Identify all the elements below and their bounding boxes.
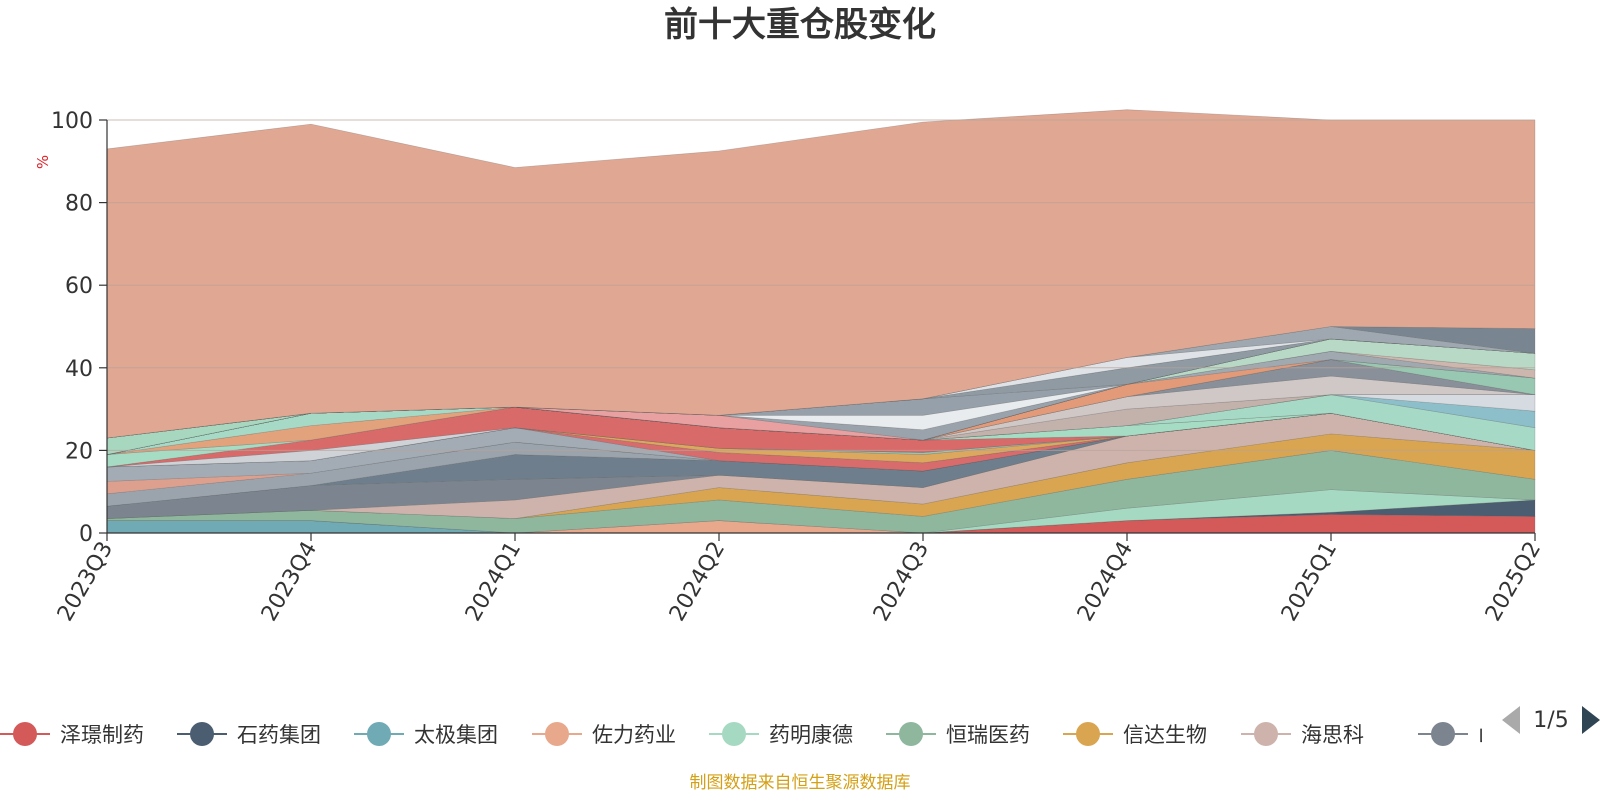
legend: 泽璟制药 石药集团 太极集团 佐力药业 药明康德 恒瑞医药 信达生物 海思科 山东药玻 [0, 722, 1562, 747]
legend-item-0[interactable]: 泽璟制药 [0, 722, 144, 747]
y-tick-label-5: 100 [51, 109, 93, 134]
grid-lines [107, 119, 1535, 451]
legend-marker-2 [367, 722, 391, 746]
y-tick-label-2: 40 [65, 357, 93, 382]
x-tick-label-3: 2024Q2 [665, 538, 730, 626]
legend-item-4[interactable]: 药明康德 [709, 722, 853, 747]
x-tick-label-6: 2025Q1 [1277, 538, 1342, 626]
legend-label-8: 山东药玻 [1478, 723, 1562, 747]
x-tick-label-2: 2024Q1 [461, 538, 526, 626]
y-tick-label-3: 60 [65, 274, 93, 299]
legend-page-indicator: 1/5 [1533, 708, 1568, 733]
y-tick-label-4: 80 [65, 192, 93, 217]
legend-next-page-icon[interactable] [1582, 706, 1600, 734]
legend-label-2: 太极集团 [414, 723, 498, 747]
y-axis-unit: % [34, 155, 52, 169]
plot-area [106, 109, 1536, 534]
area-series-5 [106, 450, 1536, 534]
x-tick-label-1: 2023Q4 [257, 538, 322, 626]
legend-marker-5 [899, 722, 923, 746]
area-series-40 [106, 109, 1536, 439]
legend-label-5: 恒瑞医药 [946, 723, 1030, 747]
legend-marker-8 [1431, 722, 1455, 746]
data-source-note: 制图数据来自恒生聚源数据库 [690, 773, 911, 793]
legend-item-1[interactable]: 石药集团 [177, 722, 321, 747]
legend-item-5[interactable]: 恒瑞医药 [886, 722, 1030, 747]
legend-item-2[interactable]: 太极集团 [354, 722, 498, 747]
x-tick-label-0: 2023Q3 [53, 538, 118, 626]
legend-marker-0 [13, 722, 37, 746]
legend-item-8[interactable]: 山东药玻 [1418, 722, 1562, 747]
y-tick-label-0: 0 [79, 522, 93, 547]
legend-item-3[interactable]: 佐力药业 [532, 722, 676, 747]
legend-label-7: 海思科 [1301, 723, 1364, 747]
x-tick-label-4: 2024Q3 [869, 538, 934, 626]
legend-label-0: 泽璟制药 [60, 723, 144, 747]
chart-title: 前十大重仓股变化 [664, 5, 936, 45]
legend-label-6: 信达生物 [1123, 723, 1207, 747]
legend-marker-6 [1076, 722, 1100, 746]
legend-marker-1 [190, 722, 214, 746]
legend-label-4: 药明康德 [769, 723, 853, 747]
legend-item-7[interactable]: 海思科 [1241, 722, 1364, 747]
legend-marker-3 [545, 722, 569, 746]
legend-label-3: 佐力药业 [592, 723, 676, 747]
legend-marker-4 [722, 722, 746, 746]
legend-pager: 1/5 [1502, 706, 1600, 734]
x-tick-label-5: 2024Q4 [1073, 538, 1138, 626]
legend-item-6[interactable]: 信达生物 [1063, 722, 1207, 747]
y-tick-label-1: 20 [65, 439, 93, 464]
x-tick-label-7: 2025Q2 [1481, 538, 1546, 626]
legend-prev-page-icon[interactable] [1502, 706, 1520, 734]
legend-marker-7 [1254, 722, 1278, 746]
legend-label-1: 石药集团 [237, 723, 321, 747]
